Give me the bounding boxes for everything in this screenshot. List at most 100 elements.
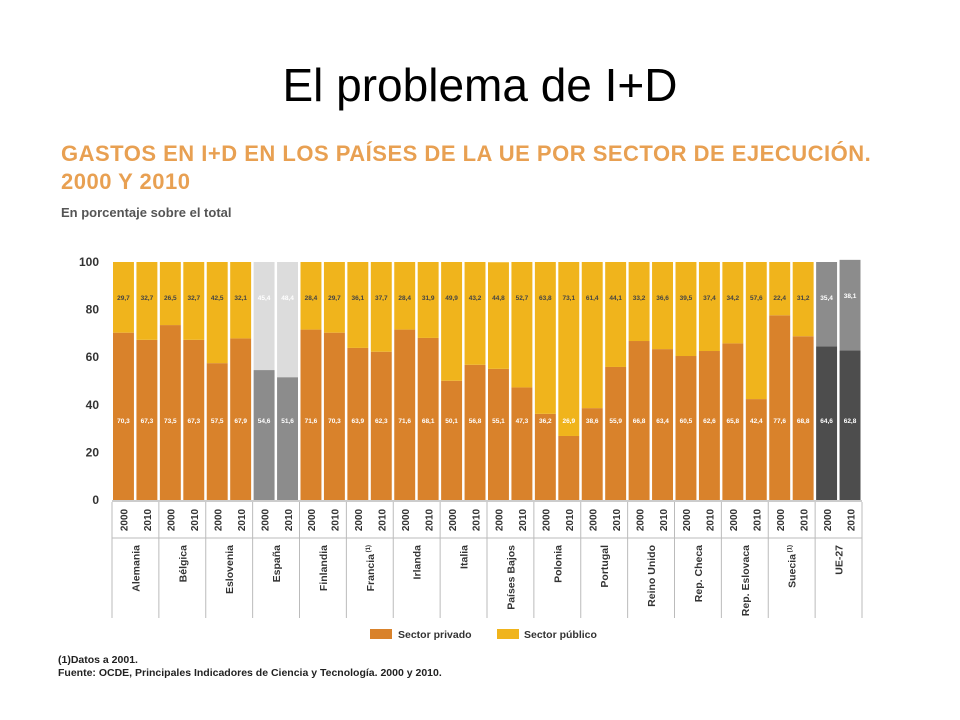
bar-privado xyxy=(370,351,392,500)
data-label-privado: 55,9 xyxy=(609,418,622,425)
country-label: Portugal xyxy=(599,545,611,588)
data-label-publico: 33,2 xyxy=(633,295,646,302)
bar-publico xyxy=(511,262,533,388)
year-tick-label: 2000 xyxy=(495,508,506,531)
bar-publico xyxy=(722,262,744,344)
data-label-publico: 32,7 xyxy=(141,295,154,302)
bar-privado xyxy=(253,370,275,500)
country-label: Italia xyxy=(459,545,471,569)
year-tick-label: 2010 xyxy=(846,508,857,531)
data-label-privado: 57,5 xyxy=(211,418,224,425)
legend-swatch-publico xyxy=(497,629,519,639)
data-label-publico: 22,4 xyxy=(773,295,786,302)
data-label-privado: 51,6 xyxy=(281,418,294,425)
data-label-privado: 36,2 xyxy=(539,418,552,425)
data-label-privado: 68,1 xyxy=(422,418,435,425)
country-superscript: (1) xyxy=(788,545,794,554)
bar-publico xyxy=(113,262,134,333)
data-label-privado: 60,5 xyxy=(680,418,693,425)
legend-label-publico: Sector público xyxy=(524,629,597,641)
bar-privado xyxy=(230,338,252,500)
country-label: Bélgica xyxy=(177,545,189,583)
data-label-privado: 64,6 xyxy=(820,418,833,425)
data-label-publico: 43,2 xyxy=(469,295,482,302)
footnote-source: Fuente: OCDE, Principales Indicadores de… xyxy=(58,667,442,679)
data-label-privado: 62,8 xyxy=(844,418,857,425)
country-label: Países Bajos xyxy=(505,545,517,610)
bar-publico xyxy=(159,262,181,326)
data-label-privado: 26,9 xyxy=(562,418,575,425)
data-label-publico: 44,8 xyxy=(492,295,505,302)
country-label: Alemania xyxy=(130,545,142,592)
data-label-publico: 28,4 xyxy=(305,295,318,302)
bar-privado xyxy=(277,377,298,500)
bar-privado xyxy=(816,346,838,500)
year-tick-label: 2000 xyxy=(776,508,787,531)
country-label: Reino Unido xyxy=(646,545,658,607)
year-tick-label: 2010 xyxy=(612,508,623,531)
country-label: Eslovenia xyxy=(224,545,236,594)
bar-privado xyxy=(792,336,814,500)
data-label-privado: 47,3 xyxy=(516,418,529,425)
bar-publico xyxy=(347,262,369,348)
data-label-publico: 49,9 xyxy=(445,295,458,302)
bar-privado xyxy=(159,325,181,500)
year-tick-label: 2000 xyxy=(307,508,318,531)
year-tick-label: 2000 xyxy=(120,508,131,531)
bar-publico xyxy=(230,262,252,339)
data-label-publico: 37,4 xyxy=(703,295,716,302)
bar-publico xyxy=(581,262,603,409)
chart-title: GASTOS EN I+D EN LOS PAÍSES DE LA UE POR… xyxy=(61,141,872,194)
bar-privado xyxy=(675,356,697,500)
data-label-publico: 26,5 xyxy=(164,295,177,302)
bar-publico xyxy=(675,262,697,357)
data-label-publico: 45,4 xyxy=(258,295,271,302)
y-tick-label: 80 xyxy=(86,303,100,317)
bar-privado xyxy=(206,363,228,500)
data-label-publico: 63,8 xyxy=(539,295,552,302)
bar-privado xyxy=(745,399,767,500)
year-tick-label: 2010 xyxy=(424,508,435,531)
year-tick-label: 2010 xyxy=(753,508,764,531)
bar-privado xyxy=(323,332,345,500)
bar-privado xyxy=(113,332,134,500)
year-tick-label: 2000 xyxy=(542,508,553,531)
country-label: Irlanda xyxy=(412,545,424,580)
y-tick-label: 60 xyxy=(86,350,100,364)
data-label-publico: 29,7 xyxy=(117,295,130,302)
bar-privado xyxy=(628,341,650,500)
bar-privado xyxy=(558,435,580,500)
data-label-privado: 71,6 xyxy=(305,418,318,425)
data-label-publico: 42,5 xyxy=(211,295,224,302)
data-label-privado: 68,8 xyxy=(797,418,810,425)
year-tick-label: 2000 xyxy=(588,508,599,531)
country-label: Rep. Eslovaca xyxy=(740,545,752,616)
data-label-publico: 36,1 xyxy=(352,295,365,302)
year-tick-label: 2010 xyxy=(659,508,670,531)
y-tick-label: 20 xyxy=(86,445,100,459)
year-tick-label: 2000 xyxy=(729,508,740,531)
bar-privado xyxy=(534,413,556,500)
bar-publico xyxy=(136,262,158,340)
bar-privado xyxy=(698,351,720,500)
year-tick-label: 2010 xyxy=(565,508,576,531)
data-label-publico: 57,6 xyxy=(750,295,763,302)
data-label-privado: 67,3 xyxy=(141,418,154,425)
data-label-publico: 52,7 xyxy=(516,295,529,302)
bar-privado xyxy=(605,366,627,500)
data-label-publico: 48,4 xyxy=(281,295,294,302)
data-label-privado: 38,6 xyxy=(586,418,599,425)
data-label-privado: 70,3 xyxy=(328,418,341,425)
bar-privado xyxy=(417,337,439,500)
bar-privado xyxy=(722,343,744,500)
data-label-privado: 73,5 xyxy=(164,418,177,425)
year-tick-label: 2000 xyxy=(167,508,178,531)
data-label-publico: 29,7 xyxy=(328,295,341,302)
year-tick-label: 2000 xyxy=(213,508,224,531)
country-label: Polonia xyxy=(552,545,564,583)
bar-publico xyxy=(534,262,556,414)
year-tick-label: 2010 xyxy=(143,508,154,531)
bar-publico xyxy=(792,262,814,337)
year-tick-label: 2010 xyxy=(331,508,342,531)
